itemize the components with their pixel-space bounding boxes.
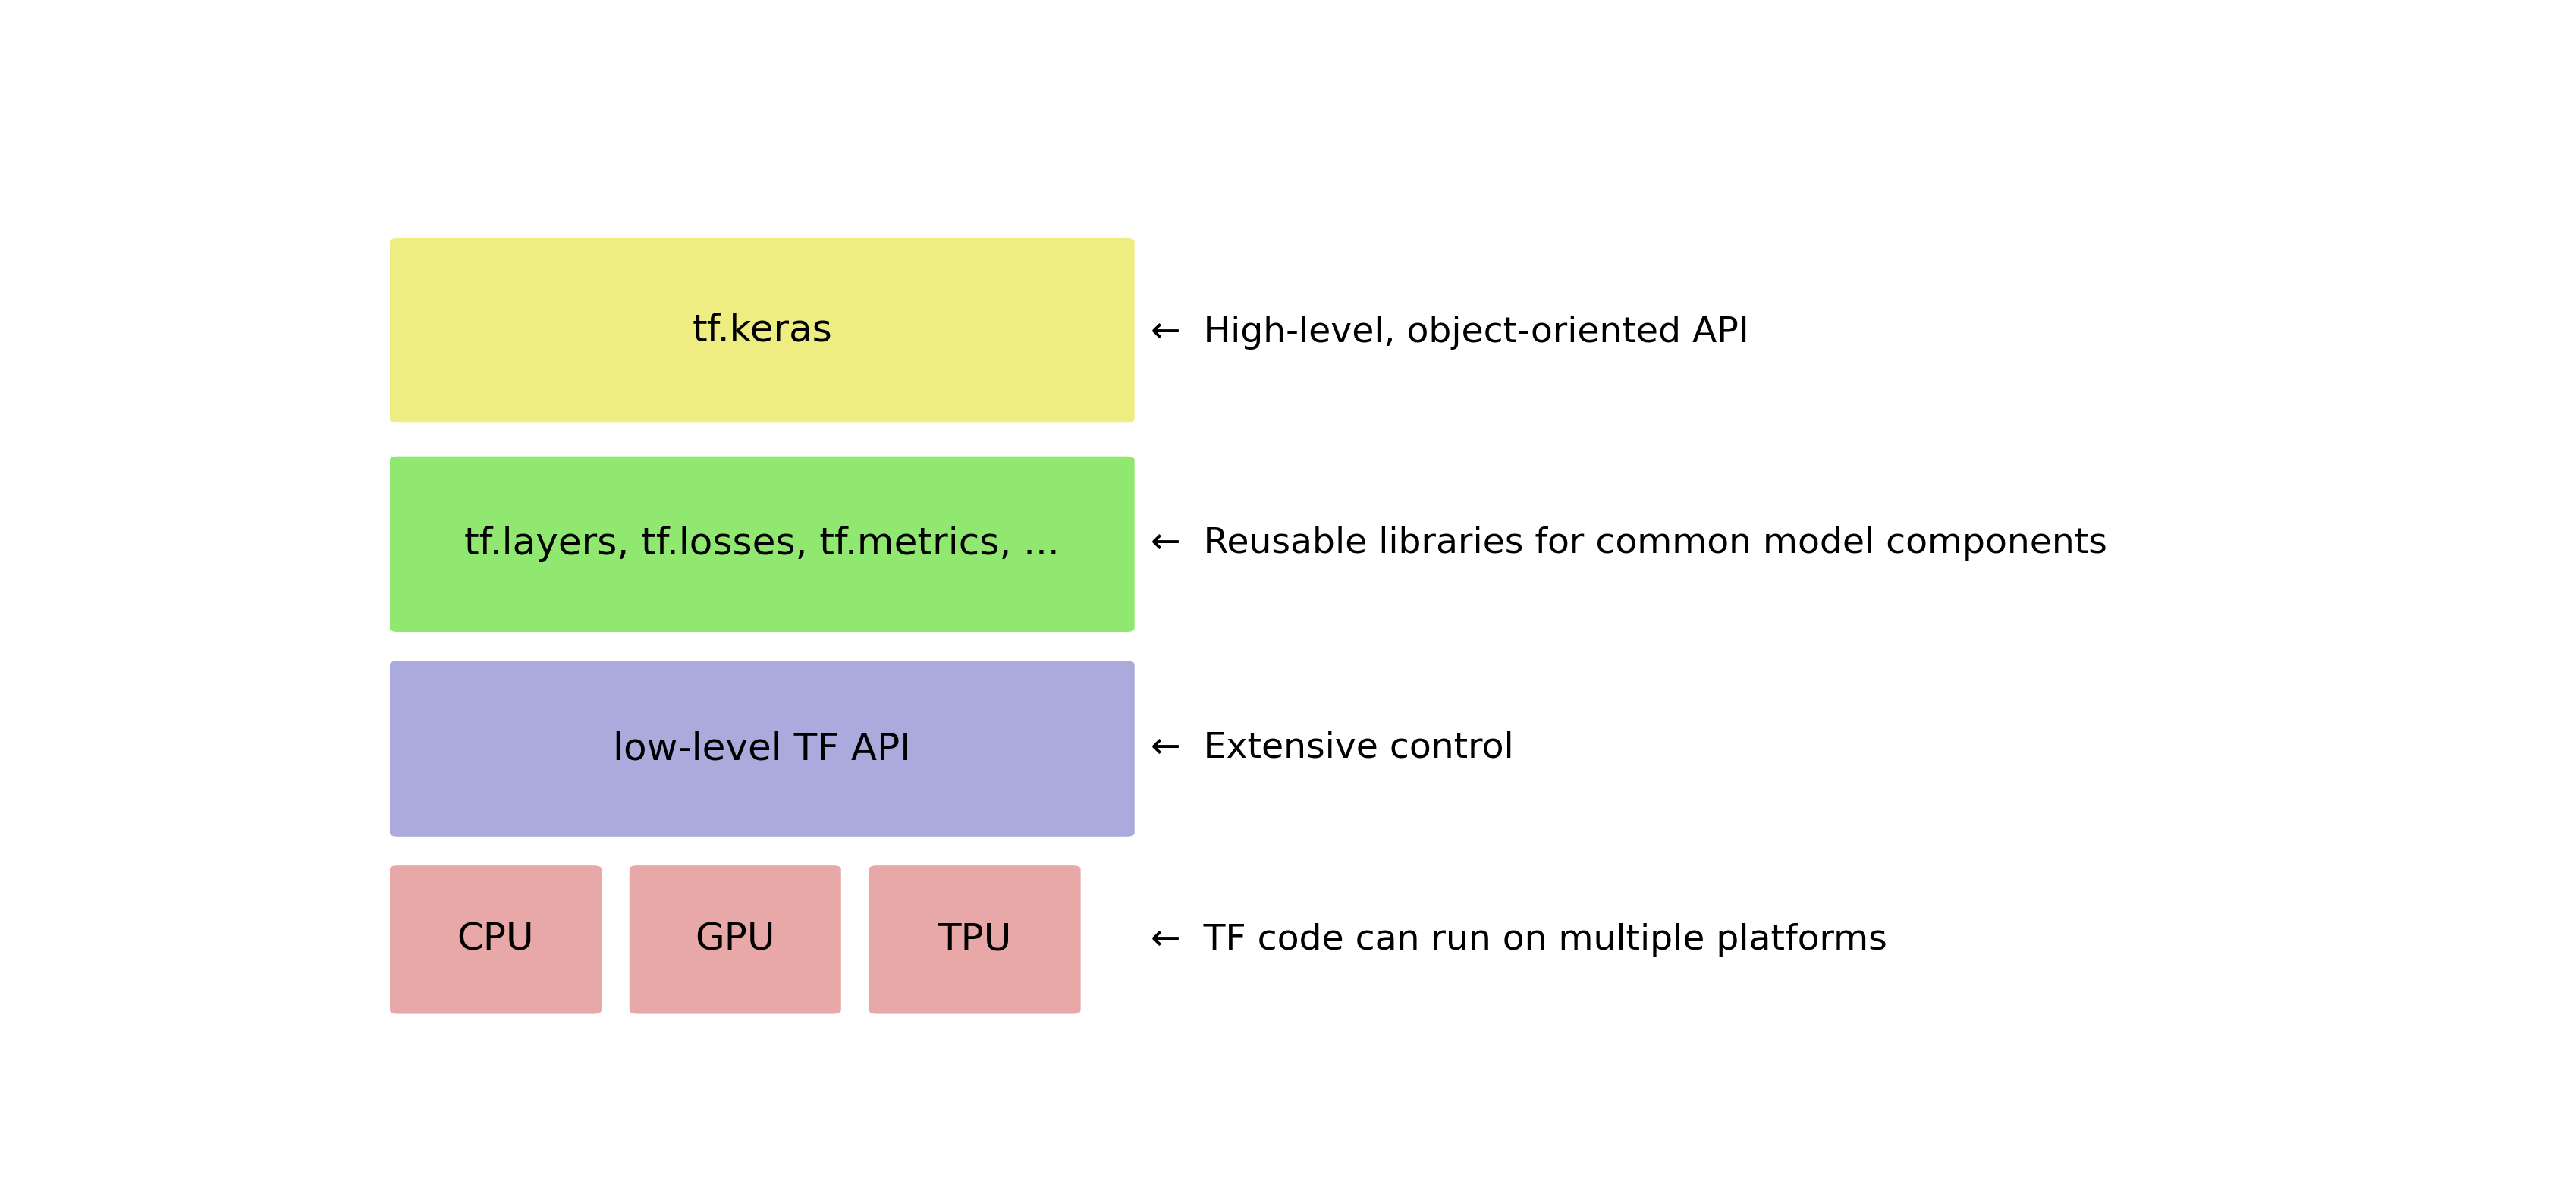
Text: ←  Extensive control: ← Extensive control [1151, 731, 1515, 765]
Text: ←  TF code can run on multiple platforms: ← TF code can run on multiple platforms [1151, 924, 1886, 958]
Text: GPU: GPU [696, 921, 775, 958]
Text: ←  High-level, object-oriented API: ← High-level, object-oriented API [1151, 315, 1749, 350]
Text: CPU: CPU [456, 921, 533, 958]
FancyBboxPatch shape [629, 866, 840, 1013]
Text: TPU: TPU [938, 921, 1012, 958]
Text: tf.keras: tf.keras [693, 312, 832, 348]
FancyBboxPatch shape [389, 239, 1133, 423]
FancyBboxPatch shape [389, 456, 1133, 632]
Text: ←  Reusable libraries for common model components: ← Reusable libraries for common model co… [1151, 527, 2107, 561]
FancyBboxPatch shape [868, 866, 1082, 1013]
Text: low-level TF API: low-level TF API [613, 731, 912, 766]
FancyBboxPatch shape [389, 661, 1133, 836]
FancyBboxPatch shape [389, 866, 603, 1013]
Text: tf.layers, tf.losses, tf.metrics, ...: tf.layers, tf.losses, tf.metrics, ... [464, 526, 1059, 562]
